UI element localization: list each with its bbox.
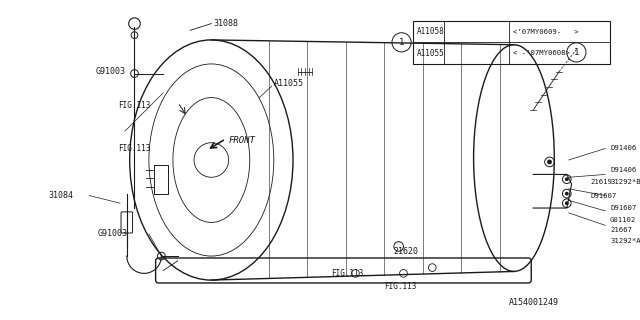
Text: FIG.113: FIG.113 <box>118 144 150 153</box>
Text: FIG.113: FIG.113 <box>384 282 417 291</box>
Text: D91406: D91406 <box>610 146 636 151</box>
Bar <box>413 21 610 64</box>
Text: FIG.113: FIG.113 <box>118 101 150 110</box>
Text: 21620: 21620 <box>394 247 419 256</box>
Text: 1: 1 <box>399 38 404 47</box>
Text: 31292*A: 31292*A <box>610 238 640 244</box>
Text: G91003: G91003 <box>98 229 128 238</box>
Text: A154001249: A154001249 <box>509 298 559 307</box>
Circle shape <box>565 192 569 196</box>
Text: A11055: A11055 <box>274 79 304 88</box>
Circle shape <box>547 159 552 164</box>
Text: < -'07MY0608>: < -'07MY0608> <box>513 50 570 56</box>
Text: FIG.113: FIG.113 <box>332 269 364 278</box>
Text: G01102: G01102 <box>610 217 636 223</box>
Text: FRONT: FRONT <box>228 136 255 145</box>
Text: 21619: 21619 <box>591 179 612 185</box>
Text: 21667: 21667 <box>610 227 632 233</box>
Text: 1: 1 <box>573 48 579 57</box>
Text: A11055: A11055 <box>417 49 445 58</box>
Text: 31292*B: 31292*B <box>610 179 640 185</box>
Text: <'07MY0609-   >: <'07MY0609- > <box>513 28 579 35</box>
Text: D91607: D91607 <box>591 193 617 198</box>
Text: D91406: D91406 <box>610 167 636 172</box>
Text: G91003: G91003 <box>96 67 126 76</box>
Circle shape <box>565 201 569 205</box>
Text: A11058: A11058 <box>417 27 445 36</box>
Text: 31084: 31084 <box>48 191 73 200</box>
Text: 31088: 31088 <box>213 19 238 28</box>
Text: D91607: D91607 <box>610 205 636 211</box>
Circle shape <box>565 177 569 181</box>
